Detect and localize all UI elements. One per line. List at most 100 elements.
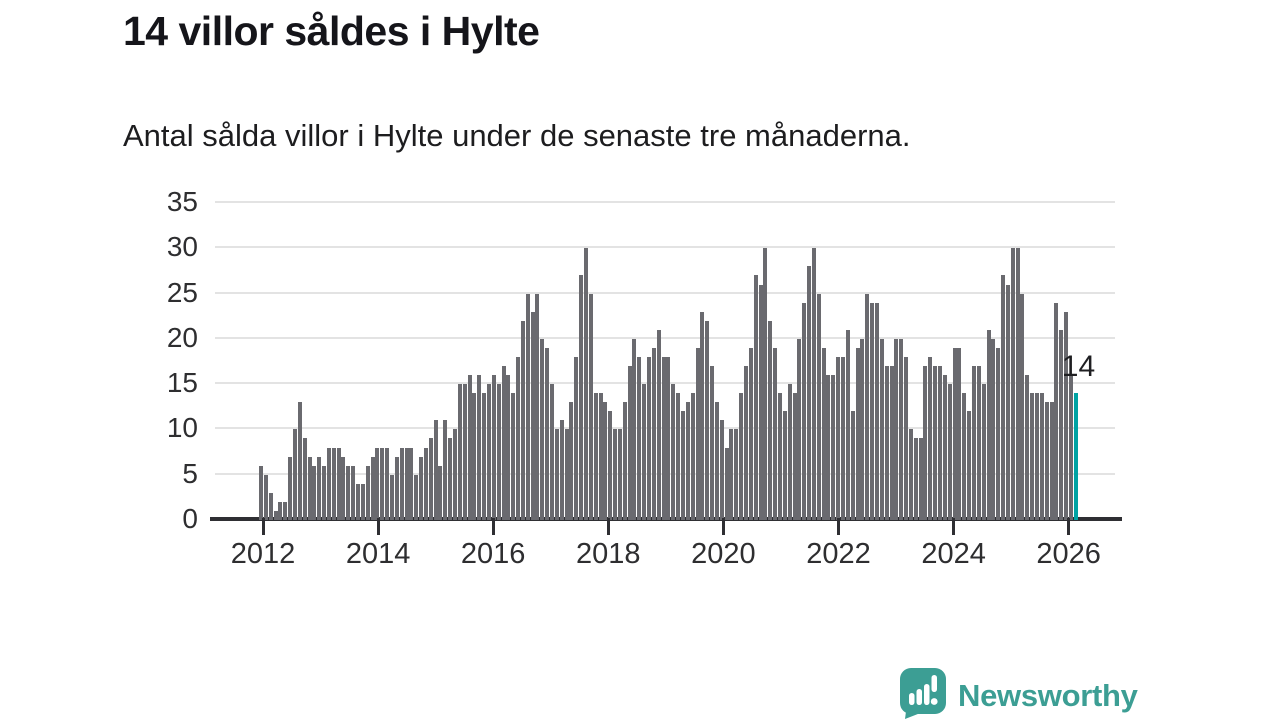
bar (1010, 248, 1015, 520)
bar (608, 411, 613, 520)
bar (807, 266, 812, 520)
bar (438, 465, 443, 520)
bar (705, 320, 710, 520)
bar (326, 447, 331, 520)
y-axis-tick-label: 10 (166, 412, 198, 444)
x-axis-tick-label: 2020 (691, 538, 756, 570)
bar (1054, 302, 1059, 520)
x-axis-tick-label: 2022 (806, 538, 871, 570)
bar (302, 438, 307, 520)
chart-subtitle: Antal sålda villor i Hylte under de sena… (123, 118, 911, 153)
gridline (215, 291, 1115, 294)
x-axis-tick-label: 2014 (345, 538, 411, 570)
bar (297, 402, 302, 520)
bar (821, 347, 826, 520)
bar (1025, 375, 1030, 520)
bar (356, 483, 360, 520)
bar (375, 447, 380, 520)
bar (908, 429, 913, 520)
bar (545, 347, 550, 520)
highlight-bar (1073, 393, 1078, 520)
bar (433, 420, 438, 520)
bar (351, 465, 356, 520)
x-axis-tick (721, 518, 725, 535)
bar (583, 248, 588, 520)
bar (647, 356, 651, 520)
bar (957, 347, 962, 520)
newsworthy-logo-icon (897, 666, 949, 720)
bar (472, 393, 477, 520)
bar (467, 375, 472, 520)
brand-lockup: Newsworthy (897, 666, 1138, 720)
y-axis-tick-label: 30 (166, 231, 198, 263)
bar (971, 366, 976, 520)
bar (263, 474, 268, 520)
bar (617, 429, 622, 520)
bar (899, 338, 904, 520)
bar (787, 384, 792, 520)
bar (283, 501, 288, 520)
bar (967, 411, 972, 520)
bar (288, 456, 293, 520)
bar (1015, 248, 1020, 520)
bar (409, 447, 414, 520)
bar (894, 338, 899, 520)
bar (942, 375, 947, 520)
bar (874, 302, 879, 520)
bar (763, 248, 768, 520)
bar (739, 393, 744, 520)
x-axis-tick-label: 2016 (460, 538, 526, 570)
bar (831, 375, 836, 520)
bar (773, 347, 778, 520)
y-axis-tick-label: 20 (166, 321, 198, 353)
bar (797, 338, 802, 520)
bar (312, 465, 317, 520)
bar (574, 356, 579, 520)
bar (613, 429, 618, 520)
bar (933, 366, 938, 520)
x-axis-tick (261, 518, 265, 535)
bar (1035, 393, 1039, 520)
bar (695, 347, 700, 520)
y-axis-tick-label: 15 (166, 367, 198, 399)
bar (1039, 393, 1044, 520)
bar (593, 393, 598, 520)
bar (884, 366, 889, 520)
brand-name: Newsworthy (958, 677, 1138, 713)
x-axis-line (210, 517, 1122, 521)
bar (991, 338, 996, 520)
bar (962, 393, 967, 520)
bar (889, 366, 894, 520)
bar (734, 429, 739, 520)
bar (753, 275, 758, 520)
bar (443, 420, 448, 520)
bar (423, 447, 428, 520)
x-axis-tick (606, 518, 610, 535)
bar (598, 393, 603, 520)
bar (1059, 329, 1064, 520)
bar (671, 384, 676, 520)
bar (501, 366, 506, 520)
page-title: 14 villor såldes i Hylte (123, 8, 540, 54)
bar (496, 384, 501, 520)
bar (1049, 402, 1054, 520)
bar (729, 429, 734, 520)
bar (981, 384, 986, 520)
bar (564, 429, 569, 520)
bar (836, 356, 841, 520)
bar (462, 384, 467, 520)
bar (525, 293, 530, 520)
bar (259, 465, 263, 520)
bar (802, 302, 807, 520)
bar (986, 329, 991, 520)
bar (758, 284, 763, 520)
bar (865, 293, 870, 520)
bar (603, 402, 608, 520)
x-axis-tick-label: 2024 (921, 538, 986, 570)
bar (336, 447, 341, 520)
bar (913, 438, 918, 520)
x-axis-tick-label: 2026 (1036, 538, 1101, 570)
bar (627, 366, 632, 520)
y-axis-tick-label: 5 (182, 457, 198, 489)
